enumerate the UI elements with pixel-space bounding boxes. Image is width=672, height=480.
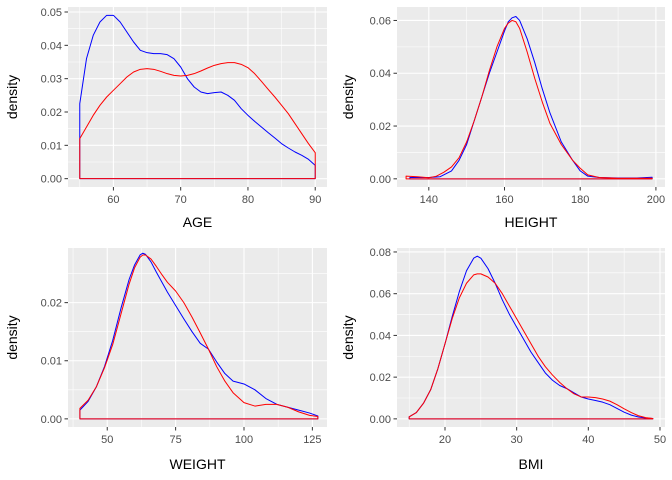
panels: 60 70 80 90 0.00 0.01 0.02 0.03 0.04 0.05 AGE densi… [4,7,666,472]
x-axis-title: BMI [519,456,544,472]
y-tick-label: 0.00 [41,414,62,426]
x-axis-title: HEIGHT [505,214,558,230]
x-tick-label: 80 [242,194,254,206]
x-tick-label: 200 [647,194,665,206]
panel-weight: 50 75 100 125 0.00 0.01 0.02 WEIGHT density [4,248,327,472]
density-line-red [79,62,316,180]
x-tick-label: 100 [235,434,253,446]
y-tick-label: 0.01 [41,356,62,368]
x-tick-label: 125 [303,434,321,446]
y-tick-label: 0.04 [41,40,62,52]
y-tick-label: 0.02 [41,298,62,310]
x-tick-label: 50 [654,434,666,446]
x-axis-title: WEIGHT [170,456,226,472]
y-tick-label: 0.06 [370,15,391,27]
x-tick-label: 70 [175,194,187,206]
y-axis-title: density [4,75,20,119]
panel-height: 140 160 180 200 0.00 0.02 0.04 0.06 HEIGHT densit… [340,7,665,230]
density-line-red [79,254,319,420]
y-tick-label: 0.00 [370,414,391,426]
density-line-blue [79,14,316,180]
y-tick-label: 0.06 [370,289,391,301]
panel-bmi: 20 30 40 50 0.00 0.02 0.04 0.06 0.08 BMI density [340,247,666,472]
x-tick-label: 20 [439,434,451,446]
x-tick-label: 180 [571,194,589,206]
y-axis-title: density [4,315,20,359]
panel-age: 60 70 80 90 0.00 0.01 0.02 0.03 0.04 0.05 AGE densi… [4,7,327,230]
x-tick-label: 30 [511,434,523,446]
y-tick-label: 0.02 [41,107,62,119]
y-tick-label: 0.02 [370,372,391,384]
x-tick-label: 140 [420,194,438,206]
x-tick-label: 40 [582,434,594,446]
panel-background [397,7,665,187]
y-axis-title: density [340,75,356,119]
panel-background [68,7,327,187]
y-tick-label: 0.04 [370,68,391,80]
x-tick-label: 50 [101,434,113,446]
y-tick-label: 0.04 [370,330,391,342]
panel-background [397,248,665,427]
density-line-red [405,19,653,180]
x-axis-title: AGE [183,214,213,230]
y-tick-label: 0.05 [41,7,62,19]
x-tick-label: 75 [169,434,181,446]
x-tick-label: 90 [309,194,321,206]
y-tick-label: 0.03 [41,74,62,86]
y-axis-title: density [340,315,356,359]
x-tick-label: 60 [107,194,119,206]
y-tick-label: 0.02 [370,121,391,133]
y-tick-label: 0.08 [370,247,391,259]
y-tick-label: 0.01 [41,140,62,152]
panel-background [68,248,327,427]
x-tick-label: 160 [495,194,513,206]
density-line-red [408,273,654,420]
y-tick-label: 0.00 [370,174,391,186]
y-tick-label: 0.00 [41,174,62,186]
